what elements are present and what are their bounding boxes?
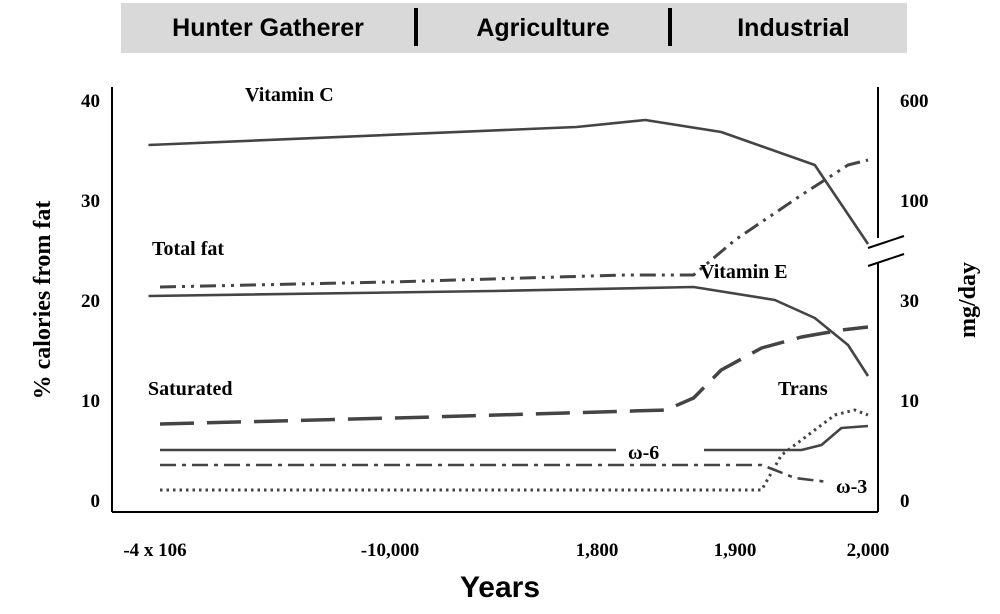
era-divider [414,8,418,46]
x-tick-label: 2,000 [847,540,890,561]
series-label-6: ω-6 [628,442,659,464]
era-hunter-gatherer: Hunter Gatherer [172,14,364,42]
y2-tick-label: 30 [900,291,919,312]
x-axis-ticks: -4 x 106 -10,000 1,800 1,900 2,000 [123,540,889,561]
era-industrial: Industrial [737,14,850,42]
era-divider [668,8,672,46]
series-label-trans: Trans [778,378,828,400]
y2-tick-label: 10 [900,391,919,412]
series-label-saturated: Saturated [148,378,232,400]
y-tick-label: 30 [81,191,100,212]
y-tick-label: 40 [81,91,100,112]
series-line-vitamin-e [148,285,870,377]
x-tick-label: 1,800 [576,540,619,561]
series-line-saturated [159,325,869,426]
x-tick-label: -4 x 106 [123,540,186,561]
y2-tick-label: 100 [900,191,929,212]
y-tick-label: 20 [81,291,100,312]
x-axis-label: Years [460,571,540,604]
y-tick-label: 10 [81,391,100,412]
series-line-6 [160,424,869,452]
y-axis-ticks: 0 10 20 30 40 [81,91,100,512]
series-line-total-fat [159,158,869,289]
series-line-vitamin-c [148,118,870,245]
series-lines [148,118,870,492]
series-label-vitamin-e: Vitamin E [700,261,788,283]
axes [111,87,905,513]
y-axis-label: % calories from fat [30,201,56,400]
series-labels: Vitamin C Total fat Vitamin E Saturated ω-6 ω… [148,84,867,498]
omega6-label-gap [616,444,704,456]
series-label-total-fat: Total fat [152,238,224,260]
x-tick-label: -10,000 [361,540,420,561]
era-bar: Hunter Gatherer Agriculture Industrial [121,3,907,53]
series-line-3 [160,463,829,484]
series-label-3: ω-3 [836,476,867,498]
series-label-vitamin-c: Vitamin C [245,84,334,106]
y-tick-label: 0 [91,491,101,512]
y2-axis-ticks: 0 10 30 100 600 [900,91,929,512]
y2-axis-label: mg/day [955,262,981,338]
y2-tick-label: 600 [900,91,929,112]
axis-break-mark [867,235,905,249]
axis-break-mark [867,253,905,267]
y2-tick-label: 0 [900,491,910,512]
era-agriculture: Agriculture [476,14,610,42]
x-tick-label: 1,900 [714,540,757,561]
